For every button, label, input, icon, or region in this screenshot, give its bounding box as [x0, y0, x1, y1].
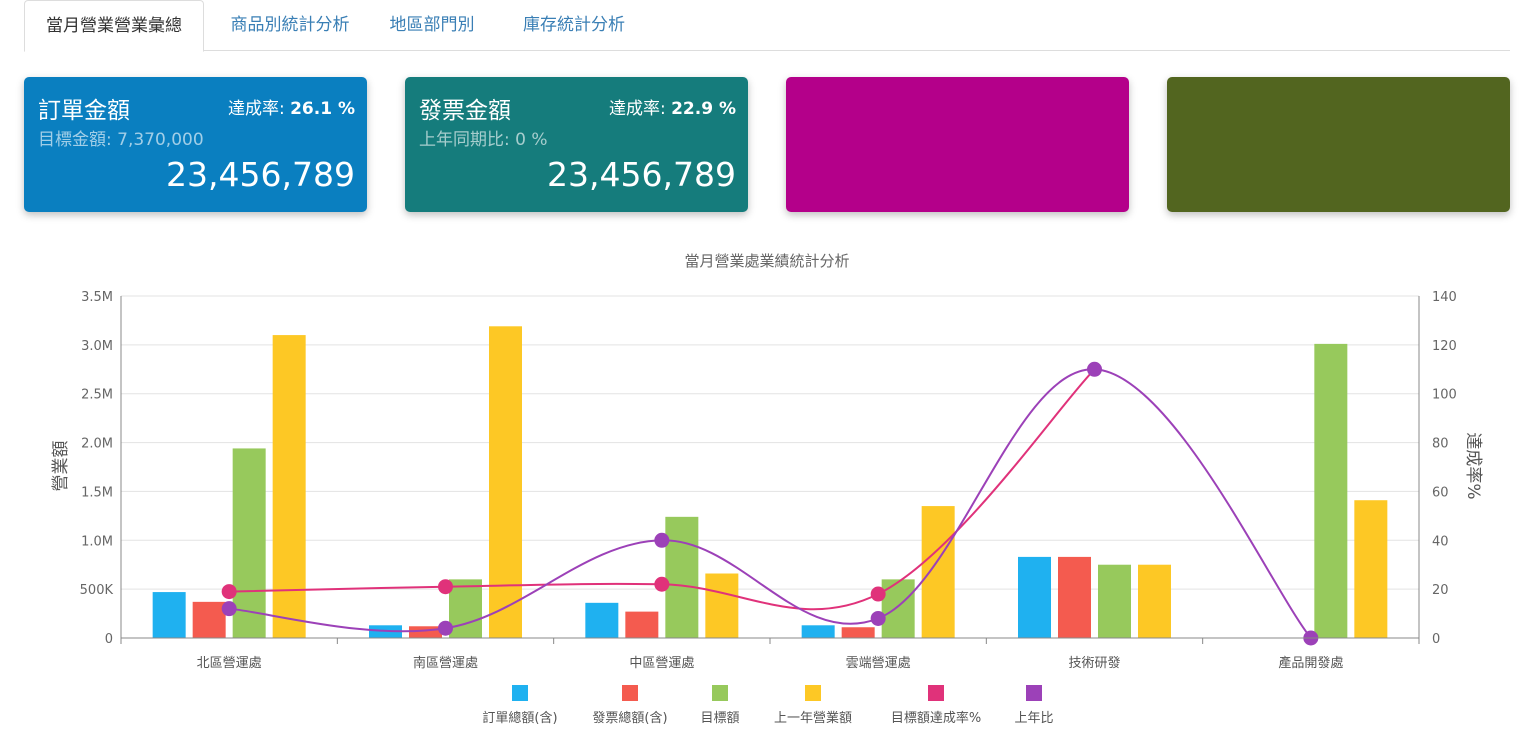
- tab-inventory-analysis[interactable]: 庫存統計分析: [523, 15, 625, 35]
- rate-label: 達成率:: [227, 99, 285, 119]
- bar: [152, 592, 186, 638]
- legend-label: 訂單總額(含): [482, 710, 557, 726]
- legend-label: 上年比: [1014, 711, 1053, 726]
- bar: [625, 611, 659, 638]
- legend-swatch: [512, 685, 528, 701]
- legend-label: 上一年營業額: [774, 710, 852, 726]
- y2-tick-label: 100: [1432, 388, 1457, 403]
- card-title: 發票金額: [419, 98, 511, 124]
- legend-swatch: [928, 685, 944, 701]
- line-point: [221, 601, 237, 617]
- invoice-amount-card: 發票金額 達成率: 22.9 % 上年同期比: 0 % 23,456,789: [405, 77, 748, 212]
- yoy-ratio: 上年同期比: 0 %: [419, 130, 548, 150]
- bar: [232, 448, 266, 638]
- bar: [705, 573, 739, 638]
- bar: [841, 627, 875, 638]
- achievement-rate: 達成率: 22.9 %: [609, 94, 736, 119]
- y-tick-label: 3.0M: [81, 339, 113, 354]
- chart-title: 當月營業處業績統計分析: [684, 252, 849, 270]
- legend-label: 目標額達成率%: [891, 710, 981, 726]
- y2-axis-label: 達成率%: [1463, 432, 1483, 499]
- bar: [272, 335, 306, 638]
- line-point: [870, 610, 886, 626]
- y2-tick-label: 120: [1432, 339, 1457, 354]
- bar: [1354, 500, 1388, 638]
- y2-tick-label: 80: [1432, 437, 1449, 452]
- line-point: [870, 586, 886, 602]
- bar: [1098, 564, 1131, 638]
- legend-swatch: [712, 685, 728, 701]
- target-amount: 目標金額: 7,370,000: [38, 130, 204, 150]
- legend-swatch: [1026, 685, 1042, 701]
- y-tick-label: 500K: [80, 583, 114, 598]
- y-axis-label: 營業額: [51, 441, 71, 492]
- bar: [1138, 564, 1171, 638]
- invoice-amount-value: 23,456,789: [547, 155, 736, 194]
- card-title: 訂單金額: [38, 98, 130, 124]
- line-point: [1303, 630, 1319, 646]
- order-amount-card: 訂單金額 達成率: 26.1 % 目標金額: 7,370,000 23,456,…: [24, 77, 367, 212]
- y-tick-label: 1.0M: [81, 534, 113, 549]
- bar: [801, 625, 835, 638]
- bar: [921, 506, 955, 638]
- tab-bar: 當月營業營業彙總 商品別統計分析 地區部門別 庫存統計分析: [24, 0, 1510, 52]
- bar: [369, 625, 402, 638]
- line-point: [438, 579, 453, 595]
- series-line: [229, 368, 1312, 639]
- y-tick-label: 2.0M: [81, 437, 113, 452]
- y-tick-label: 0: [105, 632, 113, 647]
- y-tick-label: 2.5M: [81, 388, 113, 403]
- bar: [449, 579, 482, 638]
- y2-tick-label: 40: [1432, 534, 1449, 549]
- y2-tick-label: 0: [1432, 632, 1440, 647]
- rate-value: 26.1 %: [290, 99, 355, 119]
- bar: [1058, 556, 1091, 638]
- line-point: [221, 584, 237, 600]
- bar: [1314, 343, 1348, 638]
- bar: [489, 326, 522, 638]
- x-tick-label: 中區營運處: [629, 656, 694, 671]
- x-tick-label: 北區營運處: [197, 656, 262, 671]
- legend-swatch: [805, 685, 821, 701]
- line-point: [654, 576, 670, 592]
- bar: [881, 579, 915, 638]
- line-point: [438, 620, 453, 636]
- rate-value: 22.9 %: [671, 99, 736, 119]
- tab-monthly-summary[interactable]: 當月營業營業彙總: [24, 0, 204, 52]
- y2-tick-label: 60: [1432, 485, 1449, 500]
- bar: [192, 601, 226, 638]
- achievement-rate: 達成率: 26.1 %: [228, 94, 355, 119]
- bar: [665, 516, 699, 638]
- x-tick-label: 南區營運處: [413, 655, 478, 671]
- tab-region-department[interactable]: 地區部門別: [389, 15, 475, 35]
- legend-label: 發票總額(含): [592, 710, 667, 726]
- x-tick-label: 技術研發: [1068, 656, 1120, 671]
- legend-swatch: [622, 685, 638, 701]
- bar: [409, 626, 442, 638]
- line-point: [1087, 361, 1102, 377]
- line-point: [654, 532, 670, 548]
- x-tick-label: 產品開發處: [1278, 655, 1343, 671]
- rate-label: 達成率:: [608, 99, 666, 119]
- y-tick-label: 3.5M: [81, 290, 113, 305]
- series-line: [229, 368, 1096, 611]
- order-amount-value: 23,456,789: [166, 155, 355, 194]
- legend-label: 目標額: [700, 711, 739, 726]
- bar: [1018, 556, 1051, 638]
- tab-product-analysis[interactable]: 商品別統計分析: [230, 15, 350, 35]
- bar: [585, 602, 619, 638]
- x-tick-label: 雲端營運處: [846, 656, 911, 671]
- y2-tick-label: 20: [1432, 583, 1449, 598]
- empty-card-olive: [1167, 77, 1510, 212]
- empty-card-magenta: [786, 77, 1129, 212]
- y-tick-label: 1.5M: [81, 485, 113, 500]
- y2-tick-label: 140: [1432, 290, 1457, 305]
